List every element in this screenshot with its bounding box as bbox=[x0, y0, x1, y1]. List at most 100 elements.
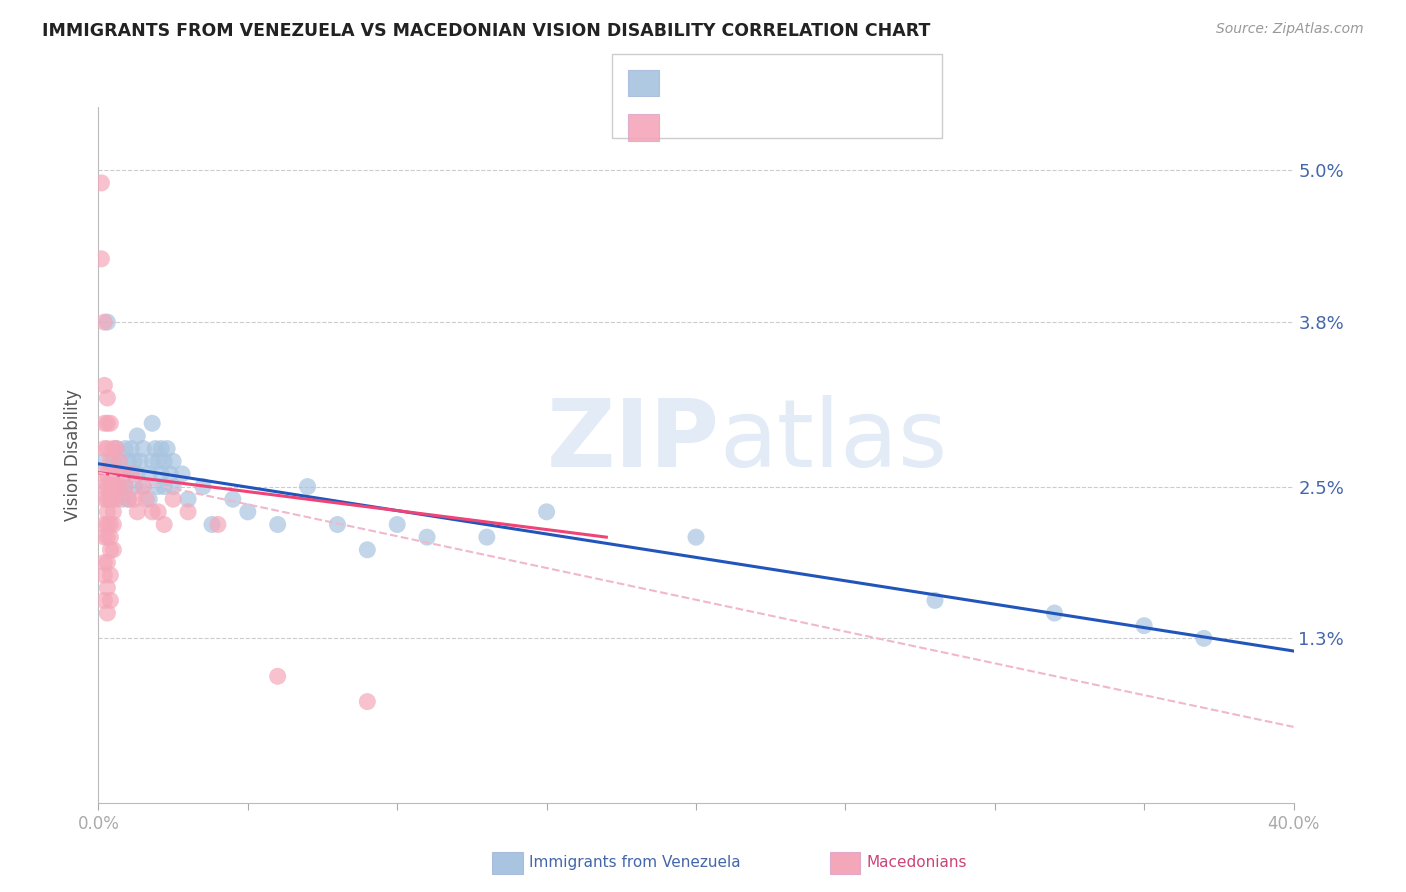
Point bbox=[93, 517, 115, 532]
Point bbox=[93, 530, 115, 544]
Point bbox=[103, 542, 125, 557]
Point bbox=[207, 517, 229, 532]
Point bbox=[1192, 632, 1215, 646]
Point bbox=[416, 530, 439, 544]
Point bbox=[1043, 606, 1066, 620]
Point bbox=[150, 442, 173, 456]
Point bbox=[127, 467, 149, 481]
Point bbox=[685, 530, 707, 544]
Point bbox=[124, 492, 146, 507]
Text: N =: N = bbox=[772, 119, 808, 136]
Point bbox=[124, 479, 146, 493]
Point bbox=[93, 479, 115, 493]
Point bbox=[132, 442, 155, 456]
Point bbox=[93, 378, 115, 392]
Point bbox=[93, 454, 115, 468]
Point bbox=[93, 442, 115, 456]
Point bbox=[93, 492, 115, 507]
Point bbox=[236, 505, 259, 519]
Point bbox=[124, 454, 146, 468]
Point bbox=[111, 492, 134, 507]
Point bbox=[111, 467, 134, 481]
Point bbox=[105, 492, 128, 507]
Point bbox=[105, 442, 128, 456]
Point bbox=[93, 556, 115, 570]
Point bbox=[120, 467, 142, 481]
Point bbox=[103, 492, 125, 507]
Point bbox=[141, 417, 163, 431]
Point bbox=[356, 695, 378, 709]
Point bbox=[103, 517, 125, 532]
Point bbox=[267, 669, 290, 683]
Point bbox=[96, 417, 118, 431]
Point bbox=[156, 442, 179, 456]
Text: ZIP: ZIP bbox=[547, 395, 720, 487]
Point bbox=[108, 454, 131, 468]
Text: Source: ZipAtlas.com: Source: ZipAtlas.com bbox=[1216, 22, 1364, 37]
Point bbox=[177, 505, 200, 519]
Point bbox=[536, 505, 558, 519]
Point bbox=[93, 417, 115, 431]
Point bbox=[100, 530, 122, 544]
Text: N =: N = bbox=[772, 74, 808, 92]
Point bbox=[105, 467, 128, 481]
Point bbox=[138, 492, 160, 507]
Point bbox=[100, 568, 122, 582]
Point bbox=[111, 467, 134, 481]
Text: Immigrants from Venezuela: Immigrants from Venezuela bbox=[529, 855, 741, 870]
Point bbox=[96, 492, 118, 507]
Point bbox=[326, 517, 349, 532]
Point bbox=[103, 505, 125, 519]
Point bbox=[100, 454, 122, 468]
Point bbox=[143, 442, 166, 456]
Point bbox=[191, 479, 214, 493]
Point bbox=[105, 479, 128, 493]
Point bbox=[96, 517, 118, 532]
Point bbox=[127, 505, 149, 519]
Point bbox=[90, 252, 112, 266]
Point bbox=[103, 442, 125, 456]
Point bbox=[1133, 618, 1156, 632]
Point bbox=[96, 315, 118, 329]
Text: IMMIGRANTS FROM VENEZUELA VS MACEDONIAN VISION DISABILITY CORRELATION CHART: IMMIGRANTS FROM VENEZUELA VS MACEDONIAN … bbox=[42, 22, 931, 40]
Text: Macedonians: Macedonians bbox=[866, 855, 966, 870]
Point bbox=[138, 467, 160, 481]
Point bbox=[96, 479, 118, 493]
Text: R =: R = bbox=[671, 74, 707, 92]
Point bbox=[222, 492, 245, 507]
Point bbox=[162, 454, 184, 468]
Point bbox=[117, 454, 139, 468]
Point bbox=[132, 479, 155, 493]
Point bbox=[114, 479, 136, 493]
Point bbox=[172, 467, 194, 481]
Point bbox=[127, 429, 149, 443]
Point bbox=[117, 492, 139, 507]
Point bbox=[153, 517, 176, 532]
Text: atlas: atlas bbox=[720, 395, 948, 487]
Point bbox=[162, 479, 184, 493]
Point bbox=[100, 593, 122, 607]
Point bbox=[100, 467, 122, 481]
Point bbox=[100, 492, 122, 507]
Point bbox=[129, 454, 152, 468]
Point bbox=[96, 442, 118, 456]
Point bbox=[103, 454, 125, 468]
Point bbox=[105, 442, 128, 456]
Text: -0.108: -0.108 bbox=[706, 119, 765, 136]
Point bbox=[148, 505, 170, 519]
Point bbox=[117, 492, 139, 507]
Point bbox=[100, 492, 122, 507]
Point bbox=[96, 391, 118, 405]
Point bbox=[150, 467, 173, 481]
Point bbox=[148, 454, 170, 468]
Text: R =: R = bbox=[671, 119, 707, 136]
Point bbox=[201, 517, 224, 532]
Y-axis label: Vision Disability: Vision Disability bbox=[65, 389, 83, 521]
Point bbox=[135, 492, 157, 507]
Point bbox=[93, 593, 115, 607]
Point bbox=[96, 467, 118, 481]
Point bbox=[100, 542, 122, 557]
Point bbox=[103, 479, 125, 493]
Point bbox=[297, 479, 319, 493]
Point bbox=[132, 479, 155, 493]
